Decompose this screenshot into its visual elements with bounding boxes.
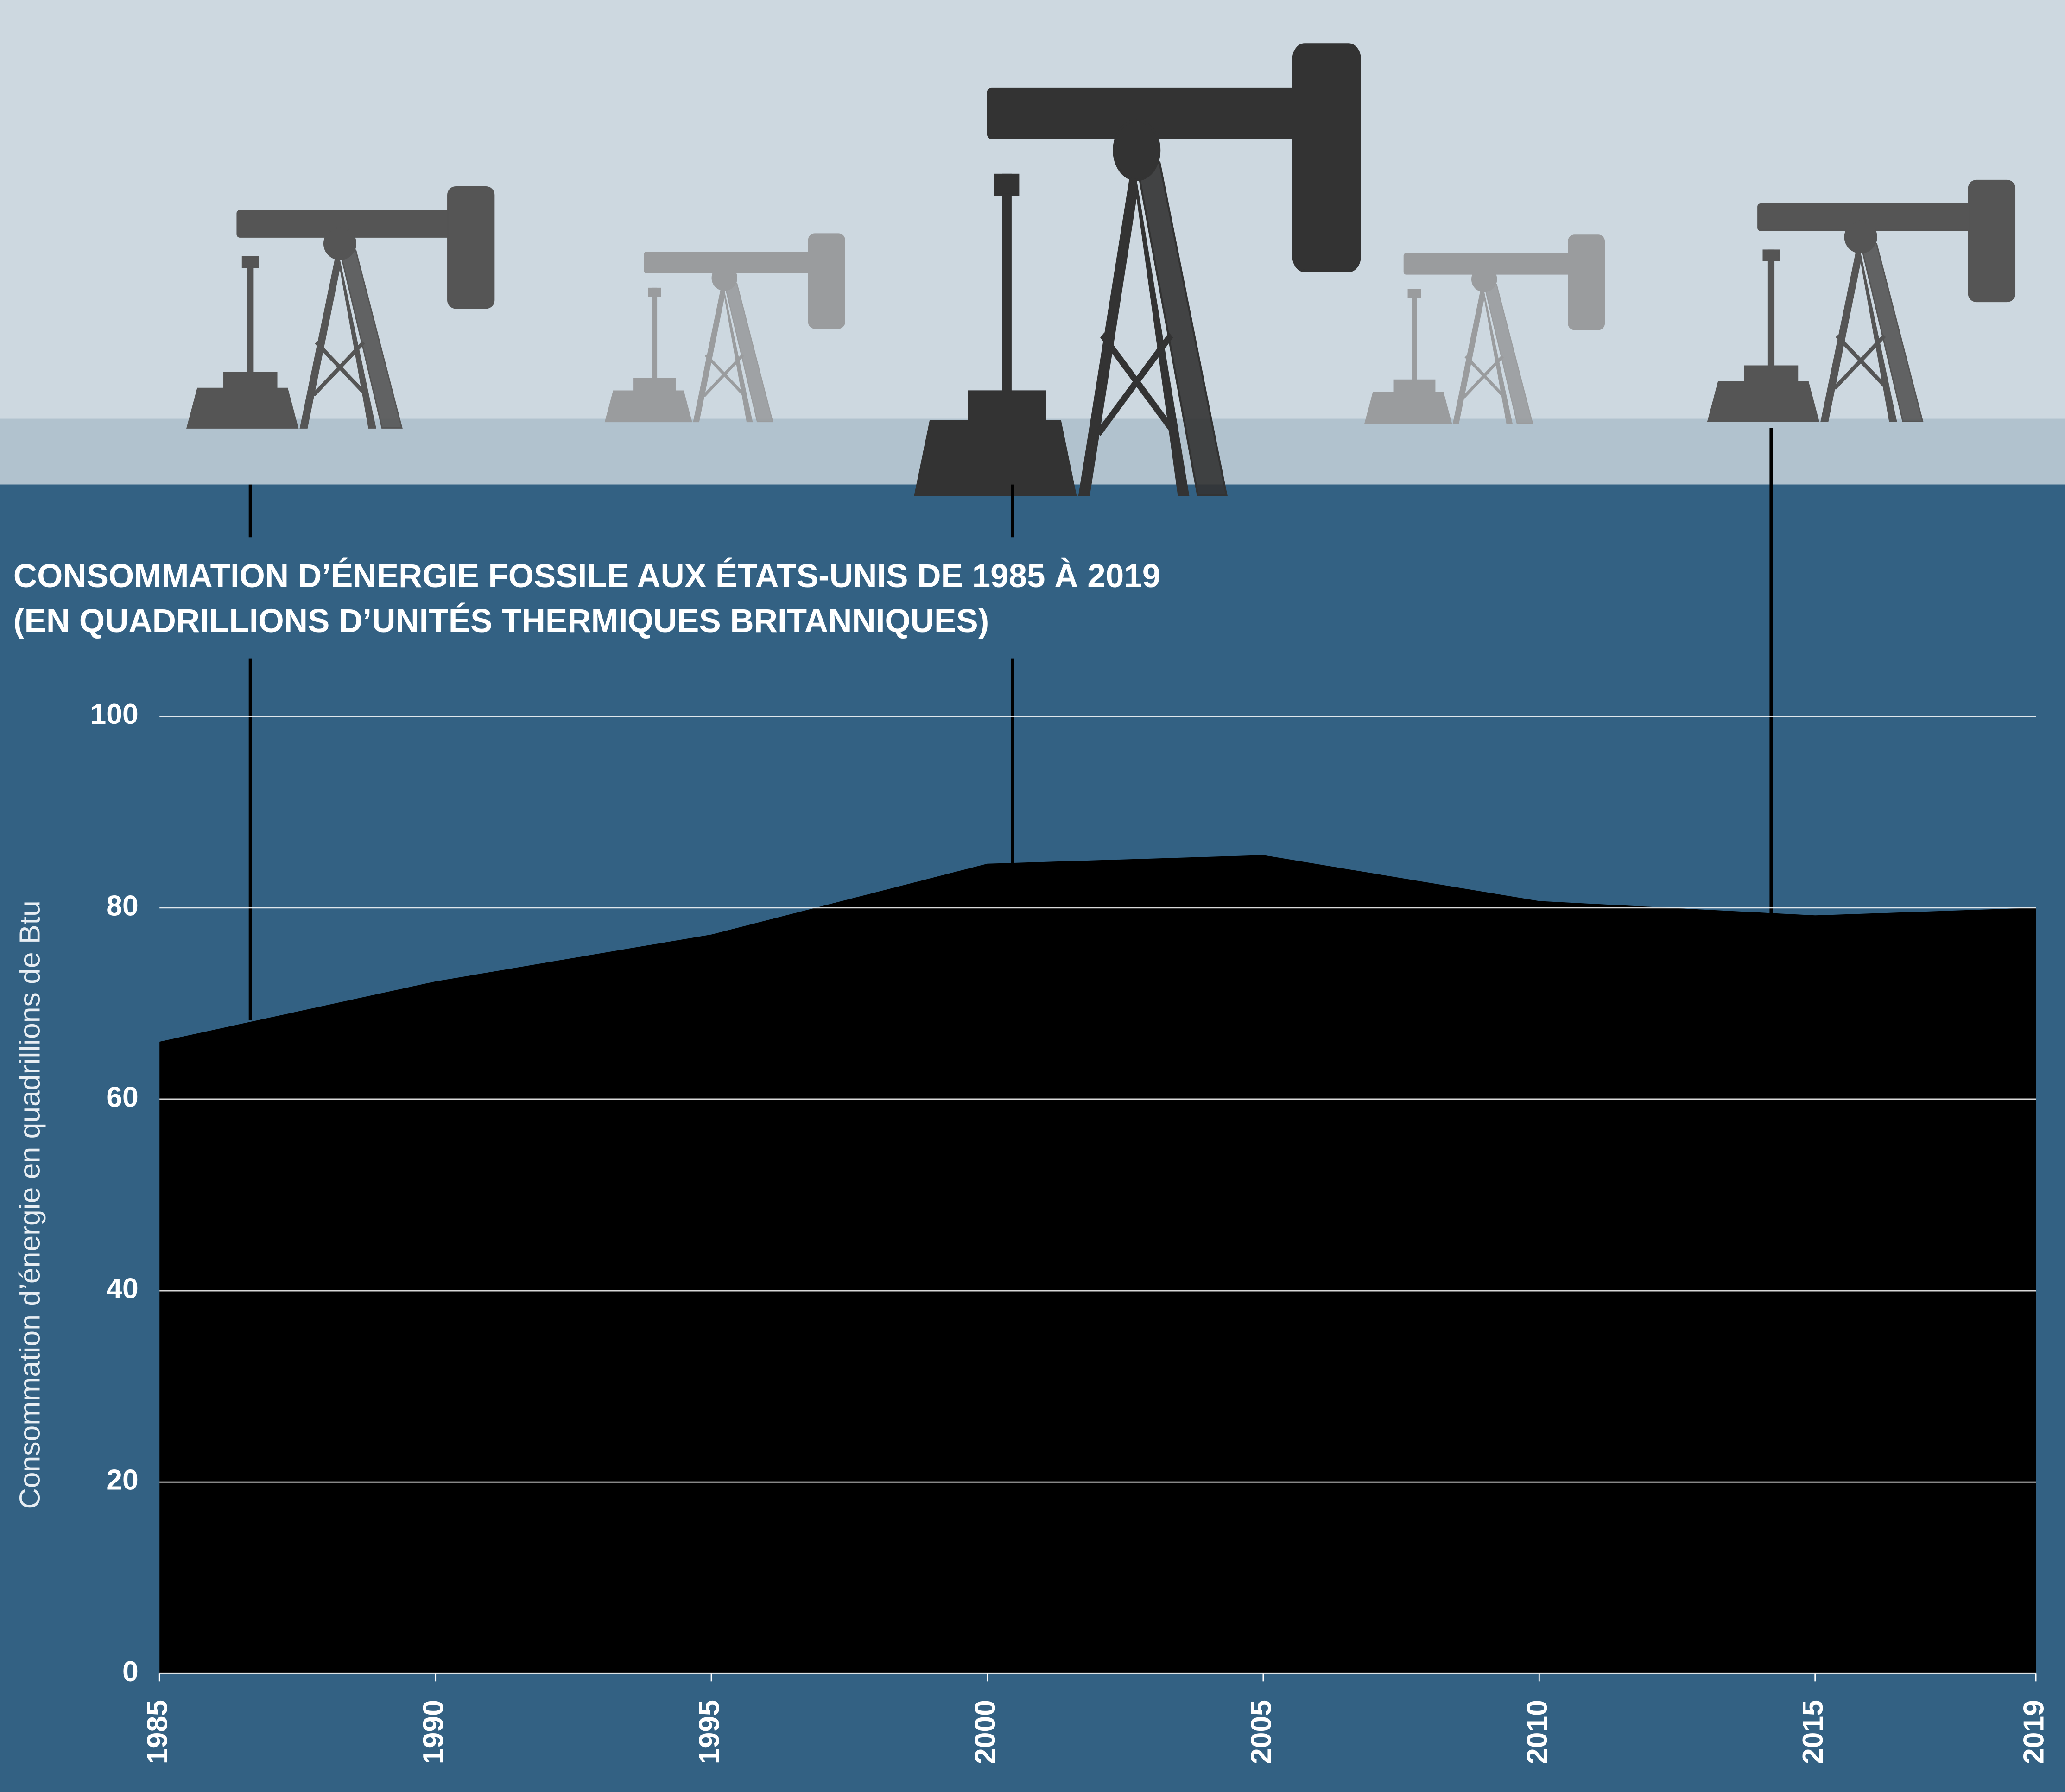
x-tick-label: 2000: [969, 1700, 1001, 1764]
x-tick-label: 2015: [1797, 1700, 1829, 1764]
x-tick-label: 1995: [693, 1700, 726, 1764]
y-tick-label: 100: [90, 698, 138, 730]
pipes: [248, 428, 1773, 1021]
chart-subtitle: (EN QUADRILLIONS D’UNITÉS THERMIQUES BRI…: [13, 603, 989, 640]
y-tick-label: 20: [106, 1464, 139, 1496]
y-tick-label: 0: [122, 1655, 139, 1688]
y-tick-label: 80: [106, 889, 139, 922]
chart-title: CONSOMMATION D’ÉNERGIE FOSSILE AUX ÉTATS…: [13, 558, 1160, 595]
x-tick-label: 1985: [141, 1700, 174, 1764]
y-tick-label: 40: [106, 1273, 139, 1305]
x-tick-label: 2005: [1245, 1700, 1277, 1764]
y-tick-label: 60: [106, 1081, 139, 1113]
x-tick-label: 2010: [1521, 1700, 1553, 1764]
x-tick-label: 1990: [417, 1700, 450, 1764]
y-axis-label: Consommation d’énergie en quadrillions d…: [14, 900, 46, 1509]
area: [159, 855, 2036, 1674]
x-tick-label: 2019: [2018, 1700, 2050, 1764]
